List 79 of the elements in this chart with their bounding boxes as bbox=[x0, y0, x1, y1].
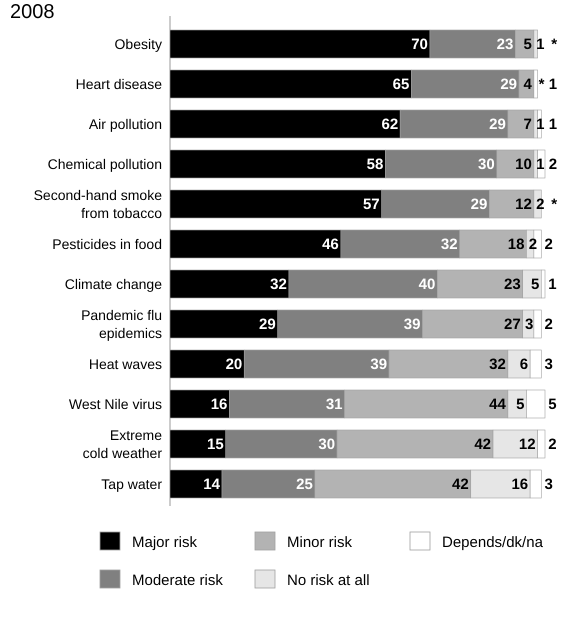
data-label: 1 bbox=[536, 156, 544, 173]
y-tick-label: Heart disease bbox=[76, 76, 162, 92]
data-label: 42 bbox=[452, 476, 469, 493]
data-label: 2 bbox=[536, 196, 544, 213]
y-tick-label: Air pollution bbox=[88, 116, 162, 132]
data-label: 46 bbox=[322, 236, 339, 253]
data-label: 31 bbox=[326, 396, 343, 413]
y-tick-label: Obesity bbox=[114, 36, 162, 52]
y-tick-label: Pesticides in food bbox=[52, 236, 162, 252]
data-label: 12 bbox=[515, 196, 532, 213]
data-label: 1 bbox=[548, 76, 558, 93]
data-label: 5 bbox=[516, 396, 524, 413]
y-tick-label: Pandemic flu epidemics bbox=[81, 307, 162, 341]
legend-label: No risk at all bbox=[287, 572, 370, 589]
legend-label: Moderate risk bbox=[132, 572, 224, 589]
data-label: 15 bbox=[207, 436, 224, 453]
y-tick-label: Chemical pollution bbox=[48, 156, 162, 172]
data-label: 58 bbox=[366, 156, 384, 173]
y-tick-label: Second-hand smoke from tobacco bbox=[34, 187, 162, 221]
y-tick-label: Heat waves bbox=[88, 356, 162, 372]
y-tick-label: Climate change bbox=[64, 276, 162, 292]
data-label: 62 bbox=[382, 116, 398, 133]
data-label: 5 bbox=[524, 36, 532, 53]
data-label: 29 bbox=[470, 196, 488, 213]
data-label: 18 bbox=[508, 236, 524, 253]
data-label: 29 bbox=[258, 316, 276, 333]
data-label: 32 bbox=[440, 236, 458, 253]
data-label: 1 bbox=[536, 36, 544, 53]
data-label: 57 bbox=[362, 196, 380, 213]
data-label: 39 bbox=[370, 356, 388, 373]
data-label: 2 bbox=[528, 236, 538, 253]
data-label: * bbox=[551, 196, 558, 213]
data-label: 23 bbox=[504, 276, 521, 293]
data-label: 4 bbox=[524, 76, 533, 93]
data-label: 40 bbox=[418, 276, 436, 293]
data-label: 42 bbox=[474, 436, 492, 453]
data-label: 16 bbox=[511, 476, 528, 493]
data-label: 2 bbox=[548, 436, 557, 453]
data-label: 6 bbox=[520, 356, 528, 373]
legend-label: Depends/dk/na bbox=[442, 534, 544, 551]
data-label: 2 bbox=[544, 316, 553, 333]
data-label: 2 bbox=[544, 236, 553, 253]
data-label: 39 bbox=[404, 316, 420, 333]
data-label: 70 bbox=[411, 36, 428, 53]
data-label: 29 bbox=[489, 116, 506, 133]
data-label: 44 bbox=[489, 396, 507, 413]
data-label: 30 bbox=[318, 436, 336, 453]
data-label: 3 bbox=[544, 476, 553, 493]
data-label: 5 bbox=[530, 276, 540, 293]
y-tick-label: West Nile virus bbox=[68, 396, 162, 412]
data-label: 1 bbox=[548, 116, 558, 133]
data-label: * bbox=[538, 76, 545, 93]
data-label: 1 bbox=[548, 276, 557, 293]
legend-label: Major risk bbox=[132, 534, 198, 551]
data-label: 32 bbox=[489, 356, 506, 373]
data-label: 20 bbox=[226, 356, 242, 373]
data-label: 16 bbox=[210, 396, 228, 413]
data-label: 32 bbox=[270, 276, 287, 293]
chart-title: 2008 bbox=[10, 1, 54, 23]
data-label: 27 bbox=[504, 316, 521, 333]
data-label: 25 bbox=[296, 476, 313, 493]
y-tick-label: Extreme cold weather bbox=[82, 427, 162, 461]
y-tick-label: Tap water bbox=[101, 476, 162, 492]
data-label: 14 bbox=[203, 476, 221, 493]
data-label: 30 bbox=[478, 156, 495, 173]
data-label: 1 bbox=[536, 116, 544, 133]
legend-label: Minor risk bbox=[287, 534, 352, 551]
data-label: 12 bbox=[518, 436, 536, 453]
data-label: 10 bbox=[515, 156, 532, 173]
data-label: 3 bbox=[544, 356, 553, 373]
data-label: 65 bbox=[392, 76, 410, 93]
data-label: 7 bbox=[524, 116, 532, 133]
data-label: 29 bbox=[500, 76, 518, 93]
data-label: * bbox=[551, 36, 558, 53]
bar bbox=[537, 150, 546, 178]
data-label: 5 bbox=[548, 396, 557, 413]
data-label: 23 bbox=[496, 36, 514, 53]
data-label: 2 bbox=[548, 156, 558, 173]
data-label: 3 bbox=[524, 316, 534, 333]
